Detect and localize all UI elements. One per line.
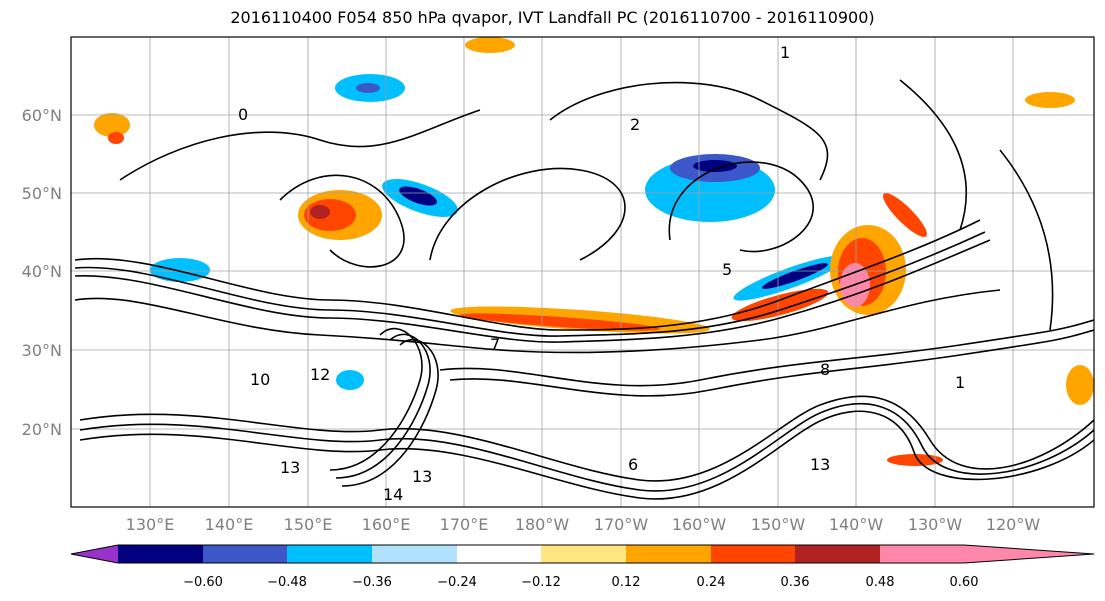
colorbar-segment [287, 545, 372, 563]
ivt-contours [74, 79, 1094, 500]
contour-label: 6 [628, 455, 638, 474]
lon-label: 130°W [908, 515, 963, 534]
colorbar-tick-label: −0.60 [183, 575, 223, 590]
contour-label: 13 [810, 455, 830, 474]
colorbar-tick-label: −0.12 [521, 575, 561, 590]
contour-label: 12 [310, 365, 330, 384]
colorbar-tick-label: −0.48 [267, 575, 307, 590]
lon-label: 170°W [594, 515, 649, 534]
contour-label: 7 [490, 335, 500, 354]
lon-label: 180°W [515, 515, 570, 534]
map-frame [70, 36, 1095, 508]
lon-label: 140°W [829, 515, 884, 534]
contour-label: 2 [630, 115, 640, 134]
colorbar-tick-label: 0.24 [697, 575, 726, 590]
lat-label: 60°N [22, 106, 62, 125]
latitude-labels: 60°N 50°N 40°N 30°N 20°N [22, 106, 62, 439]
colorbar-segment [203, 545, 287, 563]
colorbar-segment [457, 545, 541, 563]
colorbar-tick-label: 0.48 [866, 575, 895, 590]
colorbar-segment [711, 545, 795, 563]
colorbar-segment [795, 545, 880, 563]
lat-label: 40°N [22, 262, 62, 281]
lon-label: 140°E [205, 515, 254, 534]
contour-label: 14 [383, 485, 403, 504]
lon-label: 160°E [362, 515, 411, 534]
longitude-labels: 130°E 140°E 150°E 160°E 170°E 180°W 170°… [126, 515, 1041, 534]
lon-label: 170°E [440, 515, 489, 534]
contour-labels: 13 13 14 13 12 10 5 2 1 0 7 8 6 1 [238, 43, 965, 504]
lon-label: 150°W [751, 515, 806, 534]
colorbar-tick-labels: −0.60 −0.48 −0.36 −0.24 −0.12 0.12 0.24 … [183, 575, 978, 590]
contour-label: 1 [955, 373, 965, 392]
colorbar-segment [118, 545, 203, 563]
lon-label: 120°W [986, 515, 1041, 534]
lon-label: 130°E [126, 515, 175, 534]
colorbar-end-triangle [964, 545, 1094, 563]
lat-label: 50°N [22, 184, 62, 203]
contour-label: 1 [780, 43, 790, 62]
map-title: 2016110400 F054 850 hPa qvapor, IVT Land… [230, 8, 875, 27]
colorbar-segment [71, 545, 118, 563]
colorbar-tick-label: 0.12 [612, 575, 641, 590]
contour-label: 8 [820, 360, 830, 379]
lon-label: 150°E [284, 515, 333, 534]
lat-label: 20°N [22, 420, 62, 439]
shaded-anomalies [94, 37, 1094, 466]
contour-label: 5 [722, 260, 732, 279]
contour-label: 13 [412, 467, 432, 486]
contour-label: 13 [280, 458, 300, 477]
colorbar-tick-label: 0.36 [781, 575, 810, 590]
map-panel: 13 13 14 13 12 10 5 2 1 0 7 8 6 1 [71, 37, 1094, 507]
colorbar [70, 544, 1095, 564]
lat-label: 30°N [22, 341, 62, 360]
colorbar-segment [626, 545, 711, 563]
contour-label: 10 [250, 370, 270, 389]
colorbar-segment [541, 545, 626, 563]
colorbar-segment [372, 545, 457, 563]
lon-label: 160°W [672, 515, 727, 534]
colorbar-tick-label: −0.24 [437, 575, 477, 590]
contour-label: 0 [238, 105, 248, 124]
colorbar-tick-label: 0.60 [950, 575, 979, 590]
colorbar-tick-label: −0.36 [352, 575, 392, 590]
colorbar-segment [880, 545, 964, 563]
